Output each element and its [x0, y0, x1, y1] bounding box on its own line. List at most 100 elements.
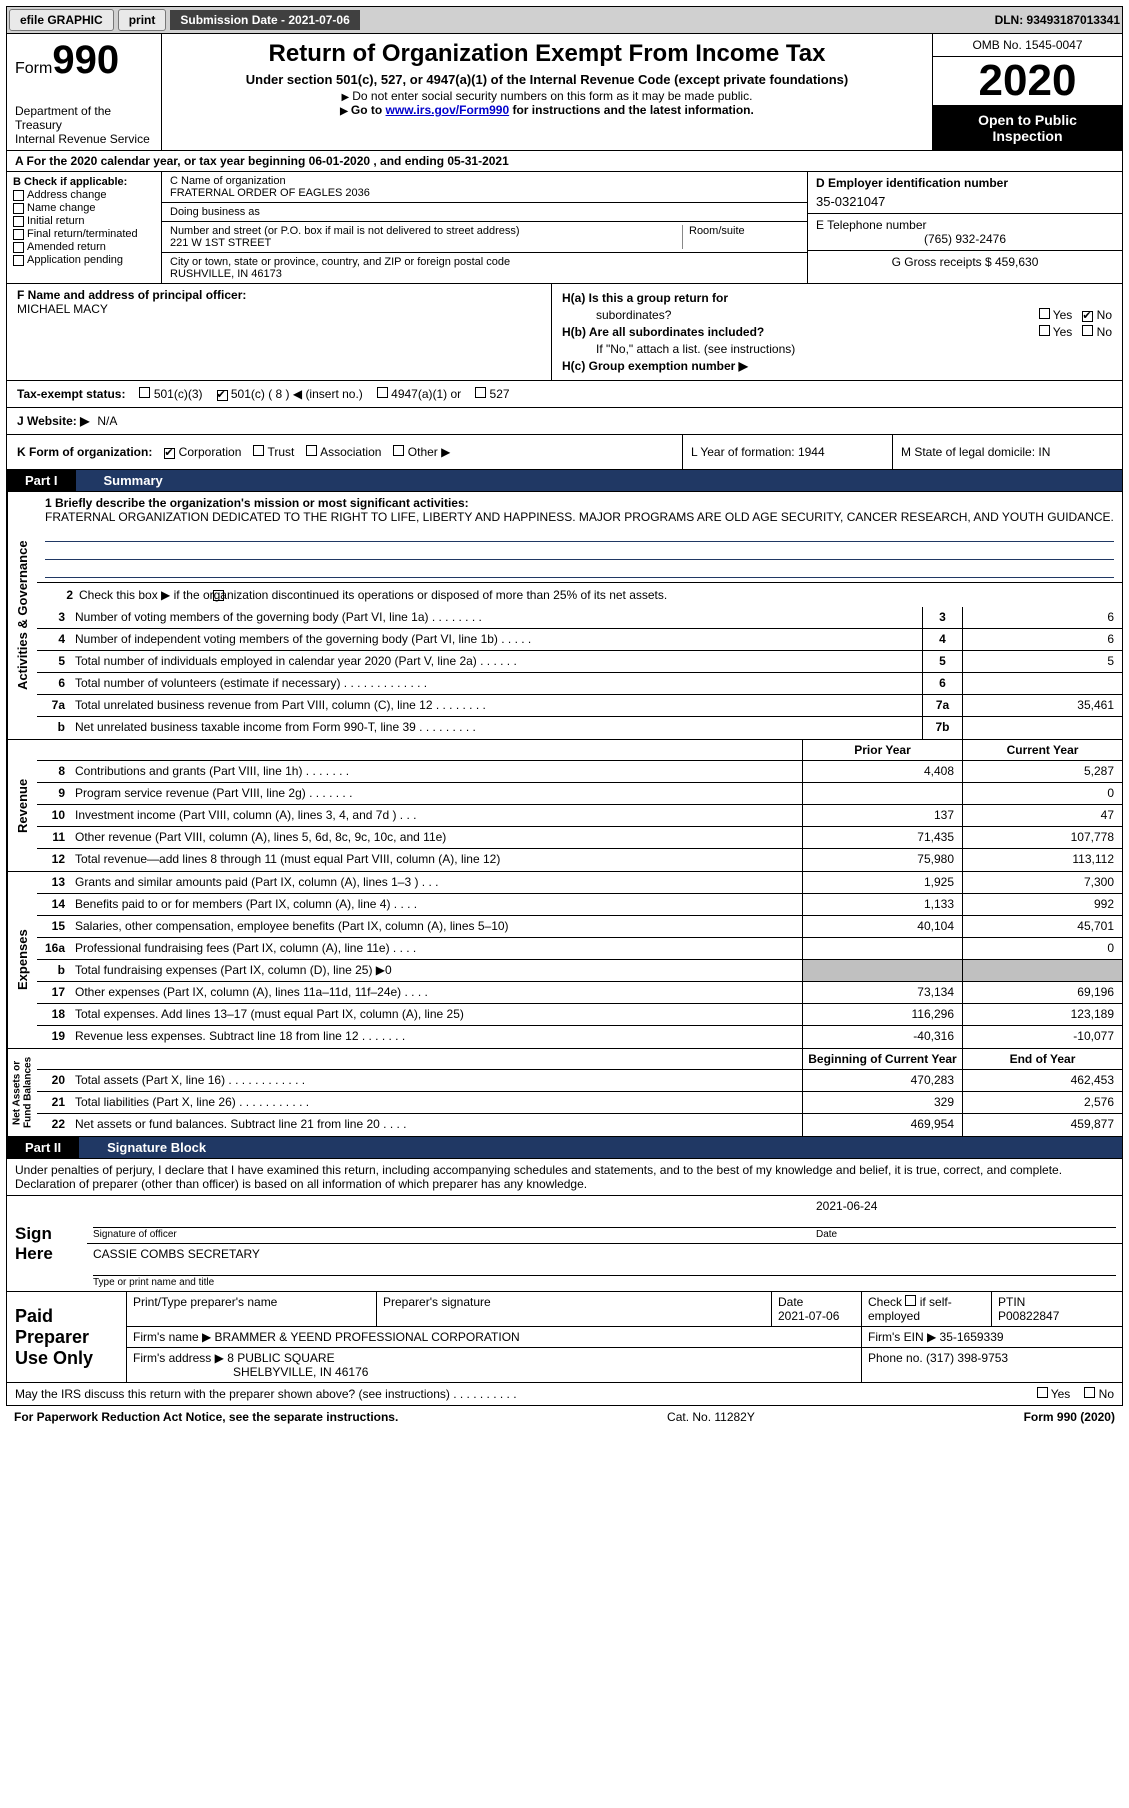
prior-year-value: 40,104: [802, 916, 962, 937]
line-label: Net unrelated business taxable income fr…: [71, 717, 922, 739]
sign-here-label: Sign Here: [7, 1196, 87, 1291]
goto-suffix: for instructions and the latest informat…: [509, 103, 754, 117]
chk-address-change[interactable]: [13, 190, 24, 201]
current-year-value: 2,576: [962, 1092, 1122, 1113]
instructions-link[interactable]: www.irs.gov/Form990: [386, 103, 510, 117]
chk-other[interactable]: [393, 445, 404, 456]
line-box: 7b: [922, 717, 962, 739]
sig-officer-label: Signature of officer: [93, 1227, 816, 1240]
chk-hb-yes[interactable]: [1039, 325, 1050, 336]
section-netassets: Net Assets or Fund Balances Beginning of…: [6, 1049, 1123, 1137]
current-year-value: -10,077: [962, 1026, 1122, 1048]
summary-line: 18Total expenses. Add lines 13–17 (must …: [37, 1004, 1122, 1026]
line-label: Revenue less expenses. Subtract line 18 …: [71, 1026, 802, 1048]
line-box: 4: [922, 629, 962, 650]
form-header: Form990 Department of the Treasury Inter…: [6, 34, 1123, 151]
omb-number: OMB No. 1545-0047: [933, 34, 1122, 57]
current-year-value: 123,189: [962, 1004, 1122, 1025]
print-button[interactable]: print: [118, 9, 167, 31]
chk-ha-yes[interactable]: [1039, 308, 1050, 319]
prior-year-value: 4,408: [802, 761, 962, 782]
hb-label: H(b) Are all subordinates included?: [562, 325, 764, 339]
chk-name-change[interactable]: [13, 203, 24, 214]
line-value: 35,461: [962, 695, 1122, 716]
line-num: 14: [37, 894, 71, 915]
opt-address-change: Address change: [27, 189, 107, 201]
vtab-revenue: Revenue: [7, 740, 37, 871]
rule-line: [45, 562, 1114, 578]
no-label: No: [1097, 325, 1112, 339]
chk-initial-return[interactable]: [13, 216, 24, 227]
line-num: 15: [37, 916, 71, 937]
vtab-netassets: Net Assets or Fund Balances: [7, 1049, 37, 1136]
summary-line: 5Total number of individuals employed in…: [37, 651, 1122, 673]
form-subtitle-2: Do not enter social security numbers on …: [352, 89, 752, 103]
form-footer: Form 990 (2020): [1024, 1410, 1115, 1424]
chk-501c[interactable]: [217, 390, 228, 401]
chk-501c3[interactable]: [139, 387, 150, 398]
summary-line: bNet unrelated business taxable income f…: [37, 717, 1122, 739]
dln: DLN: 93493187013341: [995, 13, 1120, 27]
line-label: Number of voting members of the governin…: [71, 607, 922, 628]
ptin-label: PTIN: [998, 1295, 1116, 1309]
telephone: (765) 932-2476: [816, 232, 1114, 246]
hdr-end-year: End of Year: [962, 1049, 1122, 1069]
line-label: Number of independent voting members of …: [71, 629, 922, 650]
current-year-value: 7,300: [962, 872, 1122, 893]
cat-no: Cat. No. 11282Y: [667, 1410, 755, 1424]
chk-4947[interactable]: [377, 387, 388, 398]
no-label: No: [1099, 1387, 1114, 1401]
line-num: 19: [37, 1026, 71, 1048]
form-number: 990: [52, 38, 119, 82]
line-num: 9: [37, 783, 71, 804]
chk-amended[interactable]: [13, 242, 24, 253]
chk-app-pending[interactable]: [13, 255, 24, 266]
rule-line: [45, 544, 1114, 560]
prior-year-value: 1,925: [802, 872, 962, 893]
line-value: 5: [962, 651, 1122, 672]
current-year-value: 107,778: [962, 827, 1122, 848]
current-year-value: 992: [962, 894, 1122, 915]
line-num: 5: [37, 651, 71, 672]
chk-527[interactable]: [475, 387, 486, 398]
chk-discuss-yes[interactable]: [1037, 1387, 1048, 1398]
l-year-formation: L Year of formation: 1944: [682, 435, 892, 469]
website-row: J Website: ▶ N/A: [6, 408, 1123, 435]
room-suite-label: Room/suite: [682, 225, 745, 249]
yes-label: Yes: [1053, 325, 1073, 339]
line-label: Other expenses (Part IX, column (A), lin…: [71, 982, 802, 1003]
chk-ha-no[interactable]: [1082, 311, 1093, 322]
chk-discuss-no[interactable]: [1084, 1387, 1095, 1398]
box-c-name-label: C Name of organization: [170, 175, 799, 187]
k-label: K Form of organization:: [17, 445, 152, 459]
form-word: Form: [15, 60, 52, 77]
line-label: Salaries, other compensation, employee b…: [71, 916, 802, 937]
chk-discontinued[interactable]: [213, 590, 224, 601]
chk-final-return[interactable]: [13, 229, 24, 240]
opt-app-pending: Application pending: [27, 254, 123, 266]
firm-addr: Firm's address ▶ 8 PUBLIC SQUARE: [133, 1351, 855, 1365]
self-emp-label: Check: [868, 1295, 905, 1309]
efile-button[interactable]: efile GRAPHIC: [9, 9, 114, 31]
summary-line: 3Number of voting members of the governi…: [37, 607, 1122, 629]
opt-final-return: Final return/terminated: [27, 228, 138, 240]
chk-trust[interactable]: [253, 445, 264, 456]
website-value: N/A: [97, 414, 117, 428]
ha-label: H(a) Is this a group return for: [562, 291, 728, 305]
chk-hb-no[interactable]: [1082, 325, 1093, 336]
opt-527: 527: [490, 387, 510, 401]
pdate-value: 2021-07-06: [778, 1309, 855, 1323]
summary-line: 19Revenue less expenses. Subtract line 1…: [37, 1026, 1122, 1048]
chk-corp[interactable]: [164, 448, 175, 459]
chk-self-employed[interactable]: [905, 1295, 916, 1306]
summary-line: 16aProfessional fundraising fees (Part I…: [37, 938, 1122, 960]
opt-4947: 4947(a)(1) or: [391, 387, 461, 401]
line-num: 17: [37, 982, 71, 1003]
yes-label: Yes: [1053, 308, 1073, 322]
chk-assoc[interactable]: [306, 445, 317, 456]
opt-initial-return: Initial return: [27, 215, 84, 227]
line-label: Total assets (Part X, line 16) . . . . .…: [71, 1070, 802, 1091]
line-box: 3: [922, 607, 962, 628]
prior-year-value: [802, 783, 962, 804]
ein-value: 35-0321047: [816, 194, 1114, 209]
